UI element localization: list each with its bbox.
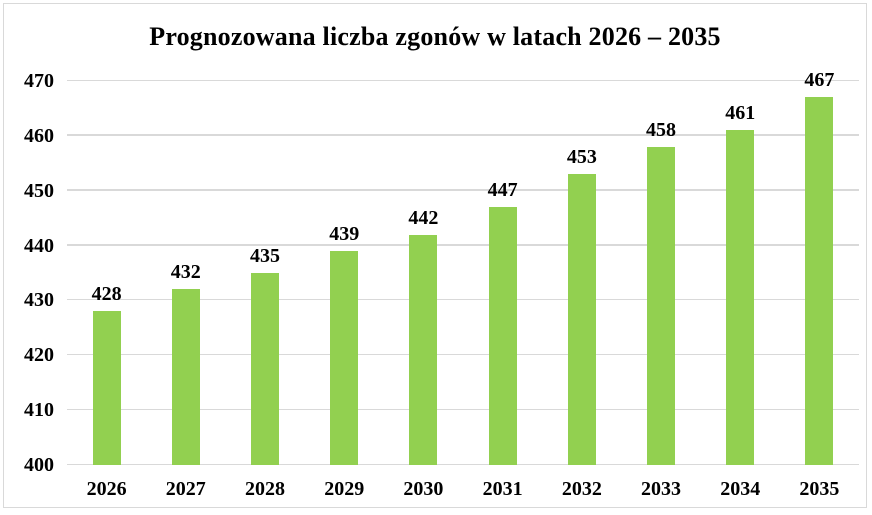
x-tick-label-2035: 2035 <box>799 478 840 500</box>
bar-slot-2032: 453 <box>542 81 621 465</box>
bar-value-label-2031: 447 <box>487 179 518 202</box>
bar-value-label-2035: 467 <box>804 69 835 92</box>
bar-2030 <box>409 234 438 465</box>
bar-value-label-2033: 458 <box>646 118 677 141</box>
x-tick-label-2034: 2034 <box>720 478 761 500</box>
plot-area: 428 432 435 439 442 447 453 458 461 467 <box>67 70 859 465</box>
bar-2032 <box>567 174 596 465</box>
bar-value-label-2030: 442 <box>408 206 439 229</box>
y-tick-label-440: 440 <box>24 234 54 257</box>
x-tick-label-2028: 2028 <box>245 478 285 500</box>
bar-slot-2026: 428 <box>67 81 146 465</box>
x-tick-label-2029: 2029 <box>324 478 365 500</box>
gridline-450 <box>67 189 859 191</box>
bar-slot-2031: 447 <box>463 81 542 465</box>
bar-value-label-2026: 428 <box>91 283 122 306</box>
bar-slot-2028: 435 <box>225 81 304 465</box>
x-tick-label-2031: 2031 <box>482 478 523 500</box>
y-tick-label-420: 420 <box>24 344 54 367</box>
gridline-460 <box>67 134 859 136</box>
gridline-400 <box>67 463 859 465</box>
bar-2033 <box>647 146 676 465</box>
bar-2031 <box>488 207 517 465</box>
bar-slot-2027: 432 <box>146 81 225 465</box>
y-tick-label-470: 470 <box>24 70 54 92</box>
y-tick-label-410: 410 <box>24 399 54 422</box>
bar-series: 428 432 435 439 442 447 453 458 461 467 <box>67 70 859 465</box>
chart-title: Prognozowana liczba zgonów w latach 2026… <box>149 22 721 51</box>
bar-2026 <box>92 311 121 465</box>
x-axis: 2026 2027 2028 2029 2030 2031 2032 2033 2034 2035 <box>67 477 859 501</box>
bar-2028 <box>251 273 279 465</box>
bar-slot-2029: 439 <box>305 81 384 465</box>
x-tick-label-2033: 2033 <box>641 478 682 500</box>
x-tick-label-2026: 2026 <box>86 478 127 500</box>
bar-slot-2033: 458 <box>621 81 700 465</box>
bar-2035 <box>805 97 834 465</box>
gridline-430 <box>67 298 859 301</box>
gridline-470 <box>67 79 859 81</box>
y-tick-label-430: 430 <box>24 289 54 312</box>
bar-value-label-2029: 439 <box>329 223 360 246</box>
gridline-420 <box>67 353 859 356</box>
x-tick-label-2032: 2032 <box>561 478 602 500</box>
gridline-410 <box>67 408 859 411</box>
gridline-440 <box>67 244 859 246</box>
y-tick-label-400: 400 <box>24 454 54 476</box>
bar-value-label-2032: 453 <box>566 146 597 169</box>
bar-slot-2030: 442 <box>384 81 463 465</box>
bar-2027 <box>171 289 200 465</box>
y-tick-label-450: 450 <box>24 179 54 202</box>
bar-slot-2034: 461 <box>701 81 780 465</box>
y-tick-label-460: 460 <box>24 124 54 147</box>
chart-frame: Prognozowana liczba zgonów w latach 2026… <box>3 3 867 508</box>
bar-2034 <box>726 130 755 465</box>
x-tick-label-2027: 2027 <box>165 478 206 500</box>
x-tick-label-2030: 2030 <box>403 478 444 500</box>
bar-value-label-2034: 461 <box>725 102 756 125</box>
bar-value-label-2028: 435 <box>250 245 280 267</box>
bar-slot-2035: 467 <box>780 70 859 465</box>
y-axis: 400 410 420 430 440 450 460 470 <box>12 71 54 475</box>
bar-value-label-2027: 432 <box>170 261 201 284</box>
bar-2029 <box>330 251 359 465</box>
